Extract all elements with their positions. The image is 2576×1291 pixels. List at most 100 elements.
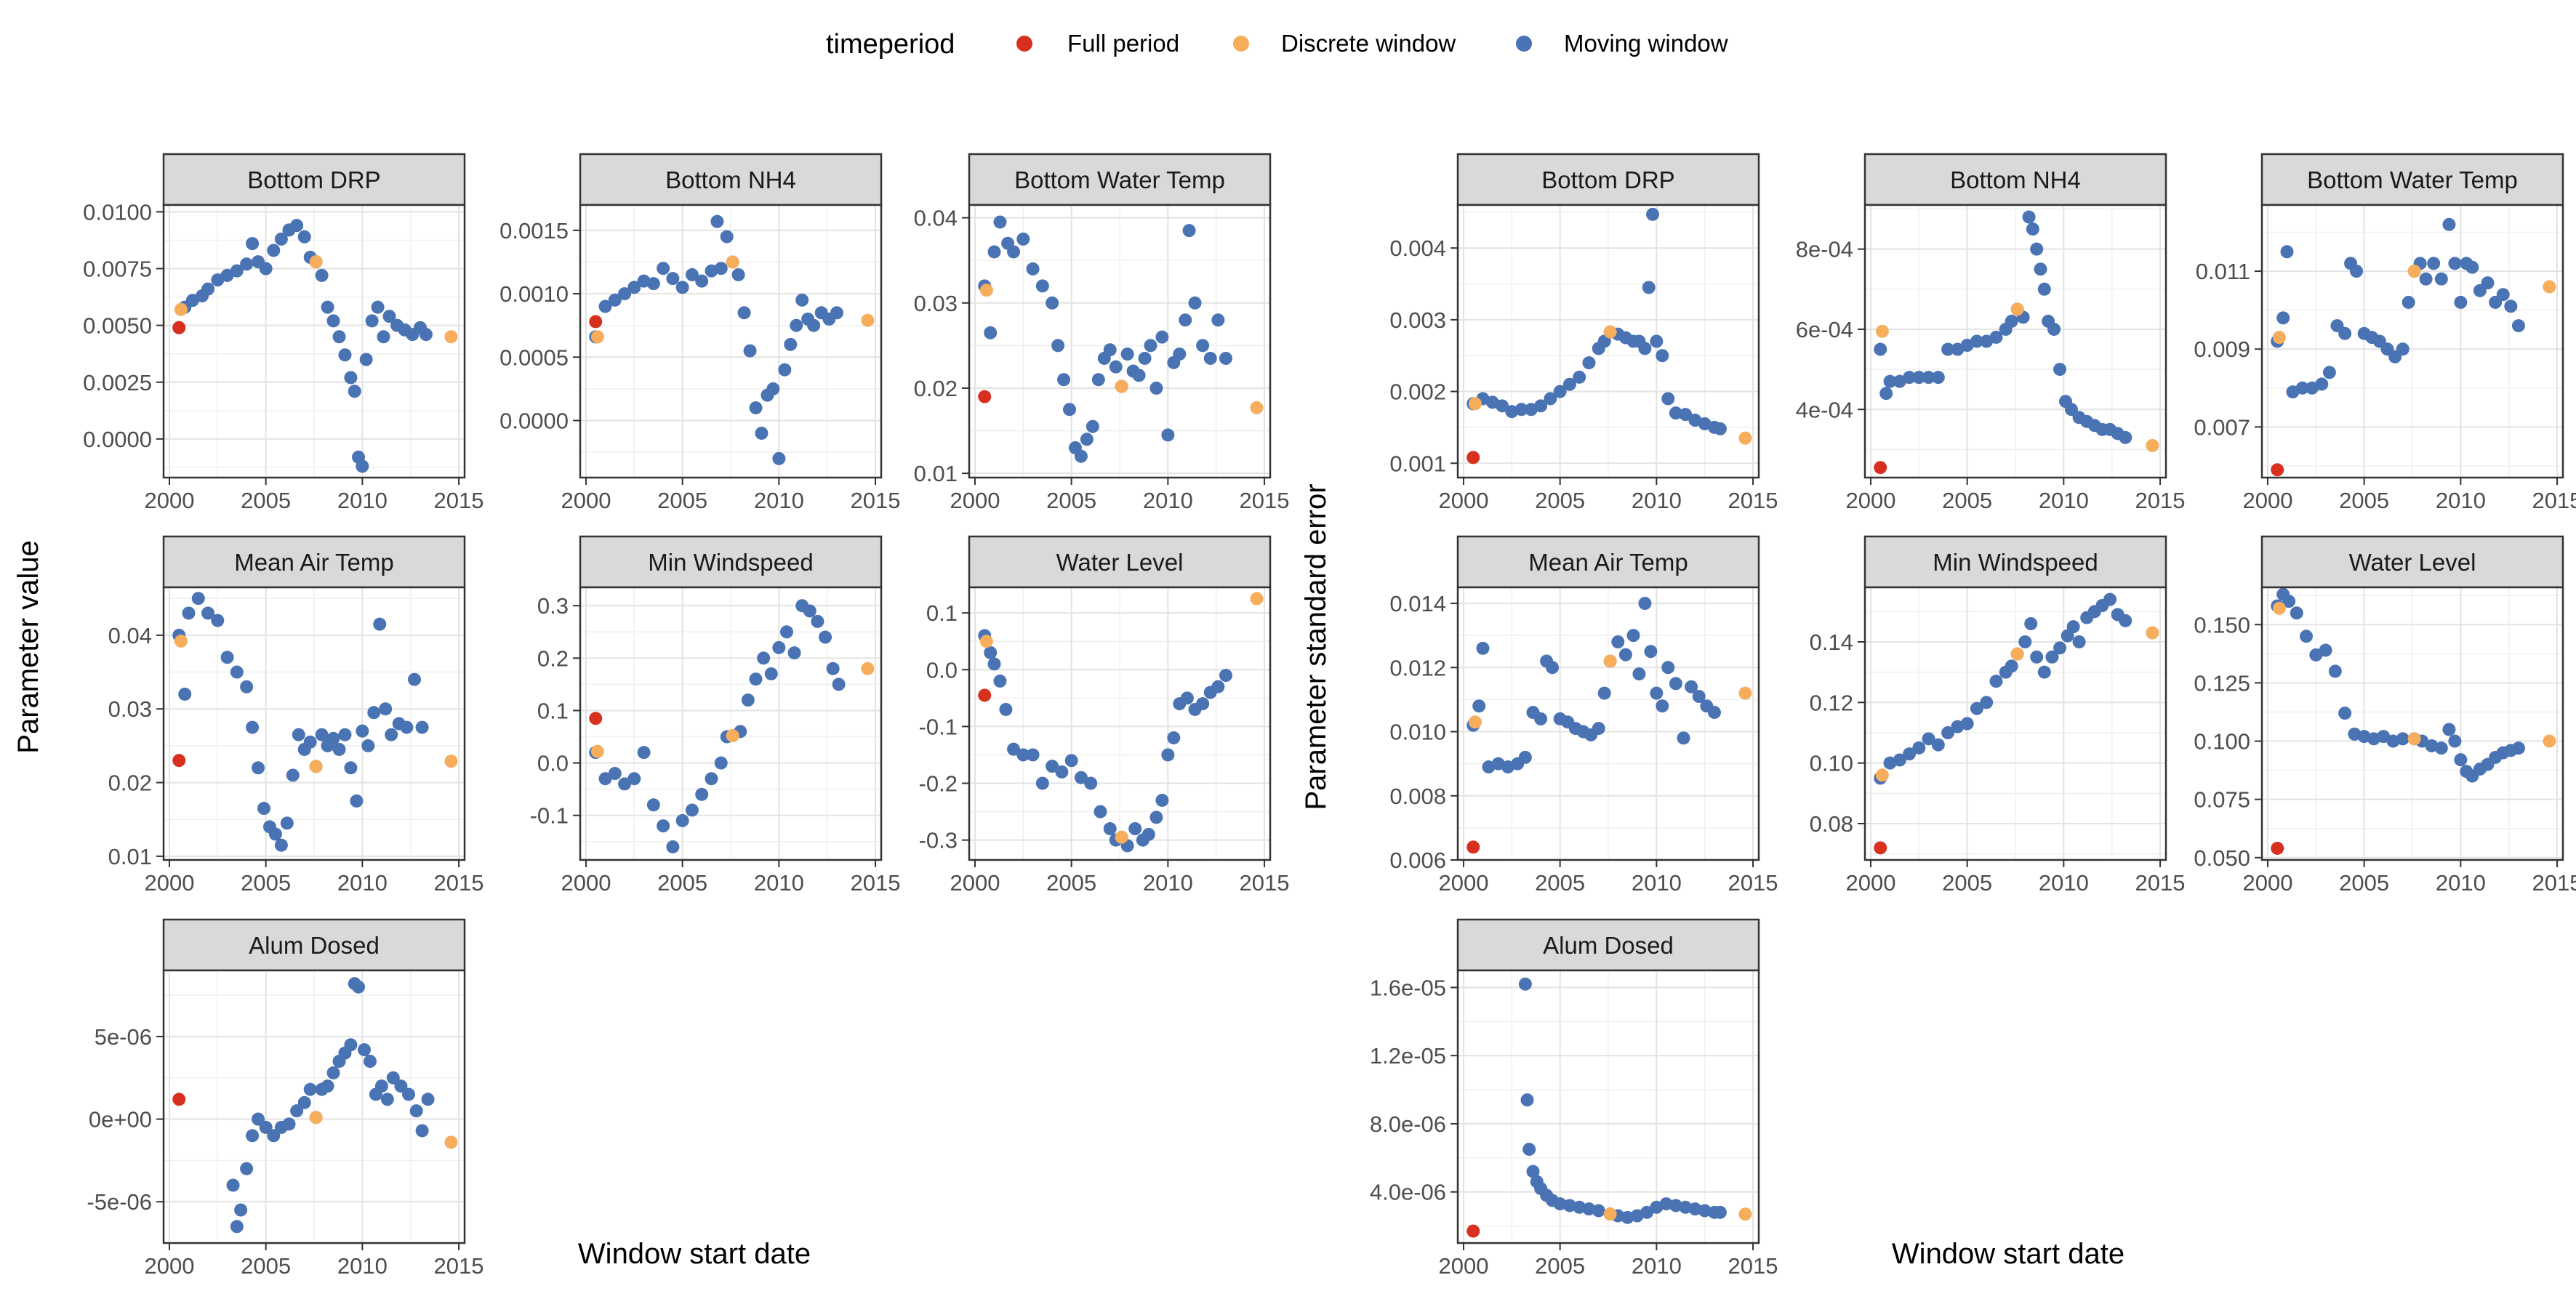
point-discrete-value-bottom-water-temp-0	[979, 283, 993, 297]
point-moving-value-water-level-10	[1055, 765, 1069, 779]
facet-label-se-bottom-nh4: Bottom NH4	[1950, 166, 2081, 193]
point-discrete-value-mean-air-temp-2	[444, 755, 458, 768]
point-moving-se-min-windspeed-16	[2018, 635, 2032, 648]
point-discrete-se-bottom-nh4-0	[1875, 324, 1889, 338]
point-moving-value-bottom-water-temp-26	[1144, 339, 1157, 353]
point-moving-value-alum-dosed-29	[402, 1087, 416, 1101]
point-moving-se-min-windspeed-4	[1912, 741, 1926, 755]
point-moving-value-mean-air-temp-5	[211, 614, 225, 627]
facet-strip-value-bottom-nh4	[579, 153, 883, 206]
point-moving-value-mean-air-temp-19	[303, 735, 317, 749]
point-moving-value-alum-dosed-15	[321, 1079, 334, 1093]
point-moving-value-bottom-drp-4	[201, 282, 215, 296]
point-moving-value-bottom-water-temp-37	[1211, 313, 1225, 327]
x-tick-label-value-mean-air-temp-2: 2010	[337, 870, 388, 896]
point-moving-value-alum-dosed-32	[421, 1093, 435, 1106]
point-moving-value-mean-air-temp-3	[191, 592, 205, 606]
point-discrete-se-bottom-drp-1	[1603, 325, 1617, 339]
point-moving-se-min-windspeed-2	[1893, 753, 1906, 767]
point-moving-value-bottom-nh4-19	[743, 344, 757, 358]
x-tick-label-se-bottom-nh4-2: 2010	[2039, 488, 2089, 513]
point-full-value-mean-air-temp-0	[172, 754, 186, 768]
point-full-se-bottom-drp-0	[1466, 451, 1480, 464]
point-full-value-bottom-water-temp-0	[978, 390, 992, 403]
point-moving-value-water-level-8	[1035, 776, 1049, 790]
y-tick-label-value-bottom-nh4-2: 0.0010	[499, 281, 569, 307]
panel-value-mean-air-temp: Mean Air Temp 2000 2005 2010 2015 0.01 0.02 0.0…	[108, 535, 484, 896]
point-moving-se-bottom-nh4-21	[2034, 262, 2047, 276]
x-tick-label-se-mean-air-temp-2: 2010	[1632, 870, 1682, 896]
facet-strip-se-water-level	[2260, 535, 2564, 589]
panel-border-se-alum-dosed	[1456, 969, 1760, 1244]
point-moving-se-alum-dosed-25	[1713, 1205, 1727, 1219]
point-full-value-min-windspeed-0	[589, 712, 603, 725]
y-tick-label-se-mean-air-temp-1: 0.008	[1389, 784, 1446, 809]
point-moving-se-alum-dosed-19	[1659, 1197, 1673, 1211]
y-tick-label-se-mean-air-temp-2: 0.010	[1389, 720, 1446, 745]
point-moving-value-bottom-drp-32	[382, 310, 396, 323]
point-moving-se-mean-air-temp-30	[1677, 731, 1690, 745]
point-moving-value-bottom-nh4-14	[714, 262, 728, 276]
point-moving-value-bottom-water-temp-28	[1155, 330, 1169, 344]
point-discrete-se-alum-dosed-0	[1603, 1207, 1617, 1221]
point-moving-value-bottom-water-temp-34	[1188, 296, 1202, 310]
point-moving-value-water-level-15	[1103, 822, 1117, 836]
point-moving-se-alum-dosed-23	[1698, 1204, 1712, 1218]
point-moving-se-bottom-water-temp-25	[2448, 257, 2462, 270]
point-moving-value-bottom-nh4-24	[772, 451, 786, 465]
y-tick-label-se-bottom-drp-2: 0.003	[1389, 307, 1446, 333]
point-moving-value-alum-dosed-31	[415, 1124, 429, 1138]
x-tick-label-value-bottom-nh4-0: 2000	[561, 488, 611, 513]
point-discrete-se-bottom-drp-2	[1738, 431, 1752, 445]
point-moving-se-bottom-water-temp-26	[2454, 295, 2468, 309]
point-moving-se-mean-air-temp-7	[1518, 750, 1532, 764]
point-moving-value-bottom-drp-15	[290, 219, 304, 233]
panel-border-se-mean-air-temp	[1456, 586, 1760, 861]
point-moving-se-bottom-water-temp-4	[2295, 381, 2309, 395]
panel-border-se-bottom-drp	[1456, 204, 1760, 479]
point-moving-se-bottom-water-temp-23	[2434, 272, 2448, 286]
point-moving-value-bottom-water-temp-29	[1161, 428, 1175, 442]
point-moving-se-bottom-nh4-1	[1879, 387, 1893, 401]
point-moving-value-bottom-water-temp-20	[1109, 360, 1123, 374]
point-moving-se-bottom-water-temp-32	[2496, 288, 2510, 302]
point-moving-se-bottom-drp-3	[1496, 399, 1509, 413]
point-moving-value-min-windspeed-28	[826, 661, 840, 675]
point-discrete-value-bottom-drp-2	[444, 330, 458, 344]
facet-strip-se-min-windspeed	[1863, 535, 2167, 589]
point-moving-se-bottom-water-temp-11	[2350, 265, 2364, 278]
point-moving-value-min-windspeed-18	[749, 672, 763, 686]
point-moving-value-alum-dosed-10	[290, 1104, 304, 1118]
x-tick-label-value-bottom-nh4-3: 2015	[851, 488, 901, 513]
point-moving-se-water-level-8	[2338, 707, 2352, 720]
point-moving-value-bottom-nh4-21	[755, 426, 769, 440]
point-moving-se-bottom-nh4-13	[1989, 330, 2003, 344]
x-tick-label-value-water-level-1: 2005	[1046, 870, 1096, 896]
point-moving-value-water-level-32	[1219, 669, 1232, 683]
y-tick-label-value-water-level-0: -0.3	[919, 828, 958, 853]
x-tick-label-se-bottom-water-temp-1: 2005	[2339, 488, 2389, 513]
point-moving-value-bottom-nh4-10	[685, 268, 699, 281]
point-moving-value-water-level-29	[1196, 697, 1210, 711]
y-tick-label-se-bottom-drp-1: 0.002	[1389, 379, 1446, 405]
point-moving-value-bottom-drp-8	[240, 257, 254, 271]
point-moving-value-min-windspeed-21	[772, 640, 786, 654]
point-moving-se-min-windspeed-12	[1989, 675, 2003, 688]
point-moving-se-bottom-drp-27	[1679, 408, 1693, 422]
point-moving-value-min-windspeed-3	[618, 777, 632, 791]
y-tick-label-se-water-level-1: 0.075	[2194, 787, 2250, 813]
point-moving-value-mean-air-temp-9	[246, 720, 260, 734]
point-moving-se-min-windspeed-20	[2045, 650, 2059, 664]
point-moving-value-bottom-nh4-26	[784, 337, 798, 351]
point-moving-value-bottom-water-temp-32	[1179, 313, 1192, 327]
point-full-se-min-windspeed-0	[1874, 841, 1887, 855]
point-moving-se-bottom-nh4-11	[1970, 334, 1983, 348]
legend-key-moving-window	[1516, 36, 1532, 52]
legend-label-discrete-window: Discrete window	[1281, 30, 1456, 57]
point-full-value-bottom-drp-0	[172, 321, 186, 334]
point-moving-se-alum-dosed-20	[1669, 1199, 1682, 1212]
point-moving-se-bottom-water-temp-7	[2322, 366, 2336, 379]
point-moving-value-bottom-water-temp-24	[1132, 369, 1146, 382]
x-tick-label-se-water-level-2: 2010	[2436, 870, 2486, 896]
x-tick-label-se-mean-air-temp-3: 2015	[1728, 870, 1778, 896]
